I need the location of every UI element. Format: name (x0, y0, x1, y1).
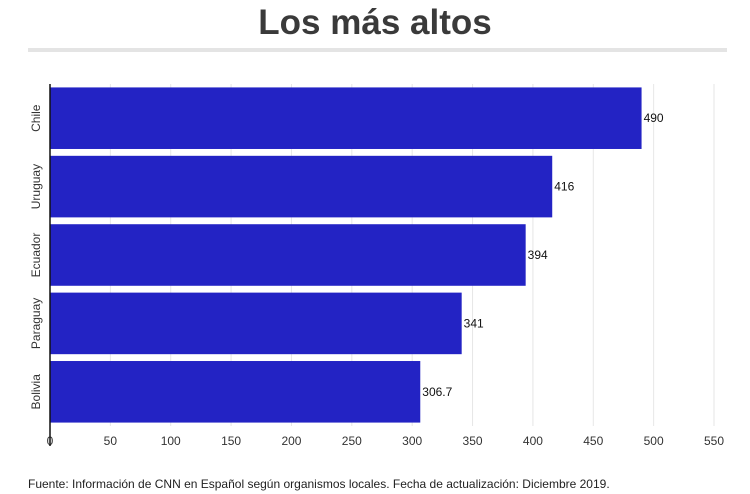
data-label: 306.7 (422, 385, 452, 399)
x-tick-label: 450 (583, 434, 603, 448)
x-tick-label: 150 (221, 434, 241, 448)
bar (50, 87, 642, 149)
data-label: 394 (528, 248, 548, 262)
x-tick-label: 50 (104, 434, 118, 448)
bar (50, 155, 553, 218)
x-tick-label: 250 (342, 434, 362, 448)
y-category-label: Chile (29, 104, 43, 132)
x-tick-label: 500 (644, 434, 664, 448)
bar (50, 292, 462, 355)
y-category-label: Ecuador (29, 233, 43, 278)
x-tick-label: 100 (161, 434, 181, 448)
bar (50, 361, 421, 423)
x-tick-label: 300 (402, 434, 422, 448)
bar (50, 224, 526, 286)
title-divider (28, 48, 727, 52)
x-tick-label: 200 (281, 434, 301, 448)
source-note: Fuente: Información de CNN en Español se… (28, 477, 610, 491)
data-label: 490 (644, 111, 664, 125)
x-tick-label: 400 (523, 434, 543, 448)
data-label: 416 (554, 180, 574, 194)
y-category-label: Paraguay (29, 298, 43, 349)
y-category-label: Bolivia (29, 374, 43, 410)
x-tick-label: 550 (704, 434, 724, 448)
chart-title: Los más altos (258, 3, 492, 42)
data-label: 341 (464, 316, 484, 330)
x-tick-label: 350 (463, 434, 483, 448)
y-category-label: Uruguay (29, 164, 43, 209)
